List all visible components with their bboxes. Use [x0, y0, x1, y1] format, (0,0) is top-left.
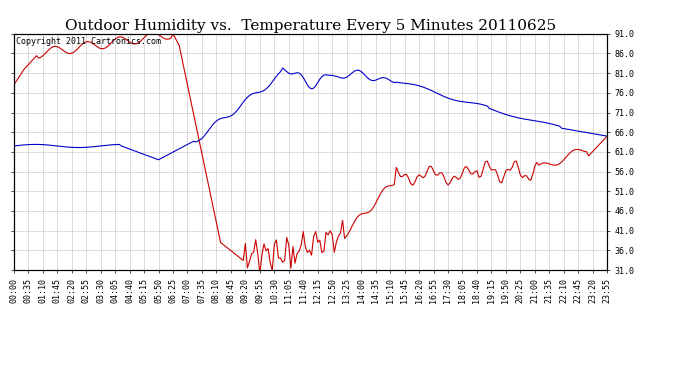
Title: Outdoor Humidity vs.  Temperature Every 5 Minutes 20110625: Outdoor Humidity vs. Temperature Every 5… [65, 19, 556, 33]
Text: Copyright 2011 Cartronics.com: Copyright 2011 Cartronics.com [16, 37, 161, 46]
